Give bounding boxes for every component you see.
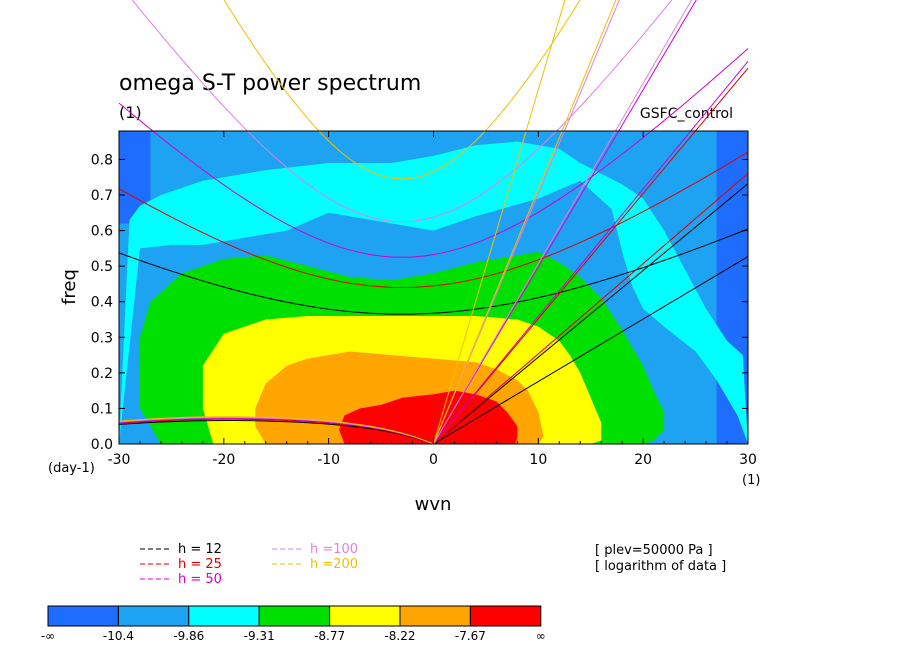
x-tick-label: 10 [529, 452, 547, 468]
fill-level-2 [119, 141, 748, 444]
y-axis-label: freq [59, 269, 80, 305]
y-tick-label: 0.3 [91, 330, 113, 346]
x-tick-label: 20 [634, 452, 652, 468]
kelvin-curve-4 [433, 0, 566, 444]
colorbar-swatch [329, 605, 401, 627]
rossby-curve-4 [118, 416, 434, 444]
colorbar-swatch [469, 605, 542, 627]
chart-title: omega S-T power spectrum [119, 71, 421, 96]
legend-label: h = 12 [178, 542, 222, 557]
eastward-curve-3 [433, 0, 693, 444]
colorbar-swatch [258, 605, 331, 627]
colorbar-label: -7.67 [455, 629, 486, 643]
x-tick-label: -30 [108, 452, 131, 468]
ig-curve-0 [118, 228, 749, 315]
colorbar-label: -∞ [41, 629, 55, 643]
colorbar-swatch [117, 605, 190, 627]
ig-curve-1 [118, 151, 749, 289]
y-tick-label: 0.1 [91, 401, 113, 417]
colorbar-swatch [399, 605, 471, 627]
colorbar-label: -9.31 [244, 629, 275, 643]
eastward-curve-1 [433, 173, 749, 444]
colorbar-label: ∞ [536, 629, 546, 643]
x-tick-label: 30 [739, 452, 757, 468]
y-tick-label: 0.6 [91, 224, 113, 240]
kelvin-curve-3 [433, 0, 620, 444]
legend-label: h =200 [310, 557, 358, 572]
y-unit-label: (day-1) [48, 461, 95, 476]
ig-curve-2 [118, 48, 749, 258]
x-tick-label: -20 [212, 452, 235, 468]
y-tick-label: 0.0 [91, 437, 113, 453]
colorbar-label: -9.86 [173, 629, 204, 643]
eastward-curve-2 [433, 61, 749, 444]
colorbar-swatch [188, 605, 260, 627]
y-tick-label: 0.7 [91, 188, 113, 204]
ig-curve-4 [223, 0, 581, 180]
kelvin-curve-2 [433, 0, 697, 444]
colorbar: -∞ -10.4 -9.86 -9.31 -8.77 -8.22 -7.67 ∞ [41, 605, 546, 643]
legend-label: h = 25 [178, 557, 222, 572]
run-label: GSFC_control [640, 106, 733, 122]
log-note: [ logarithm of data ] [595, 559, 726, 574]
x-tick-label: 0 [429, 452, 438, 468]
colorbar-label: -8.77 [314, 629, 345, 643]
y-tick-label: 0.2 [91, 366, 113, 382]
ig-curve-3 [131, 0, 673, 223]
x-axis-label: wvn [415, 494, 452, 515]
eastward-curve-0 [433, 256, 749, 444]
y-tick-label: 0.5 [91, 259, 113, 275]
colorbar-label: -8.22 [384, 629, 415, 643]
x-tick-label: -10 [317, 452, 340, 468]
colorbar-swatch [47, 605, 119, 627]
y-tick-label: 0.4 [91, 295, 113, 311]
legend-label: h = 50 [178, 572, 222, 587]
colorbar-label: -10.4 [103, 629, 134, 643]
axes: -30 -20 -10 0 10 20 30 0.0 0.1 0.2 0.3 0.4 0.5 0.6 0.7… [91, 131, 757, 468]
eastward-curve-4 [433, 0, 617, 444]
kelvin-curve-0 [433, 183, 749, 444]
y-tick-label: 0.8 [91, 152, 113, 168]
rossby-curve-0 [118, 420, 434, 444]
dispersion-curves [118, 0, 749, 444]
plev-note: [ plev=50000 Pa ] [595, 543, 713, 558]
x-unit-label: (1) [742, 473, 760, 488]
legend-label: h =100 [310, 542, 358, 557]
